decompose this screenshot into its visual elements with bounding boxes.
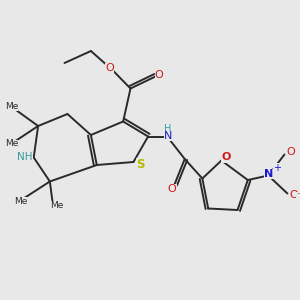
Text: H: H [164, 124, 171, 134]
Text: O: O [286, 147, 295, 157]
Text: N: N [164, 131, 172, 141]
Text: Me: Me [50, 201, 64, 210]
Text: NH: NH [17, 152, 33, 163]
Text: O: O [290, 190, 298, 200]
Text: N: N [264, 169, 274, 179]
Text: O: O [221, 152, 230, 163]
Text: O: O [154, 70, 163, 80]
Text: Me: Me [5, 140, 18, 148]
Text: ⁻: ⁻ [296, 191, 300, 202]
Text: S: S [136, 158, 144, 171]
Text: Me: Me [14, 196, 27, 206]
Text: +: + [273, 163, 281, 173]
Text: O: O [105, 63, 114, 73]
Text: Me: Me [5, 102, 18, 111]
Text: O: O [168, 184, 176, 194]
